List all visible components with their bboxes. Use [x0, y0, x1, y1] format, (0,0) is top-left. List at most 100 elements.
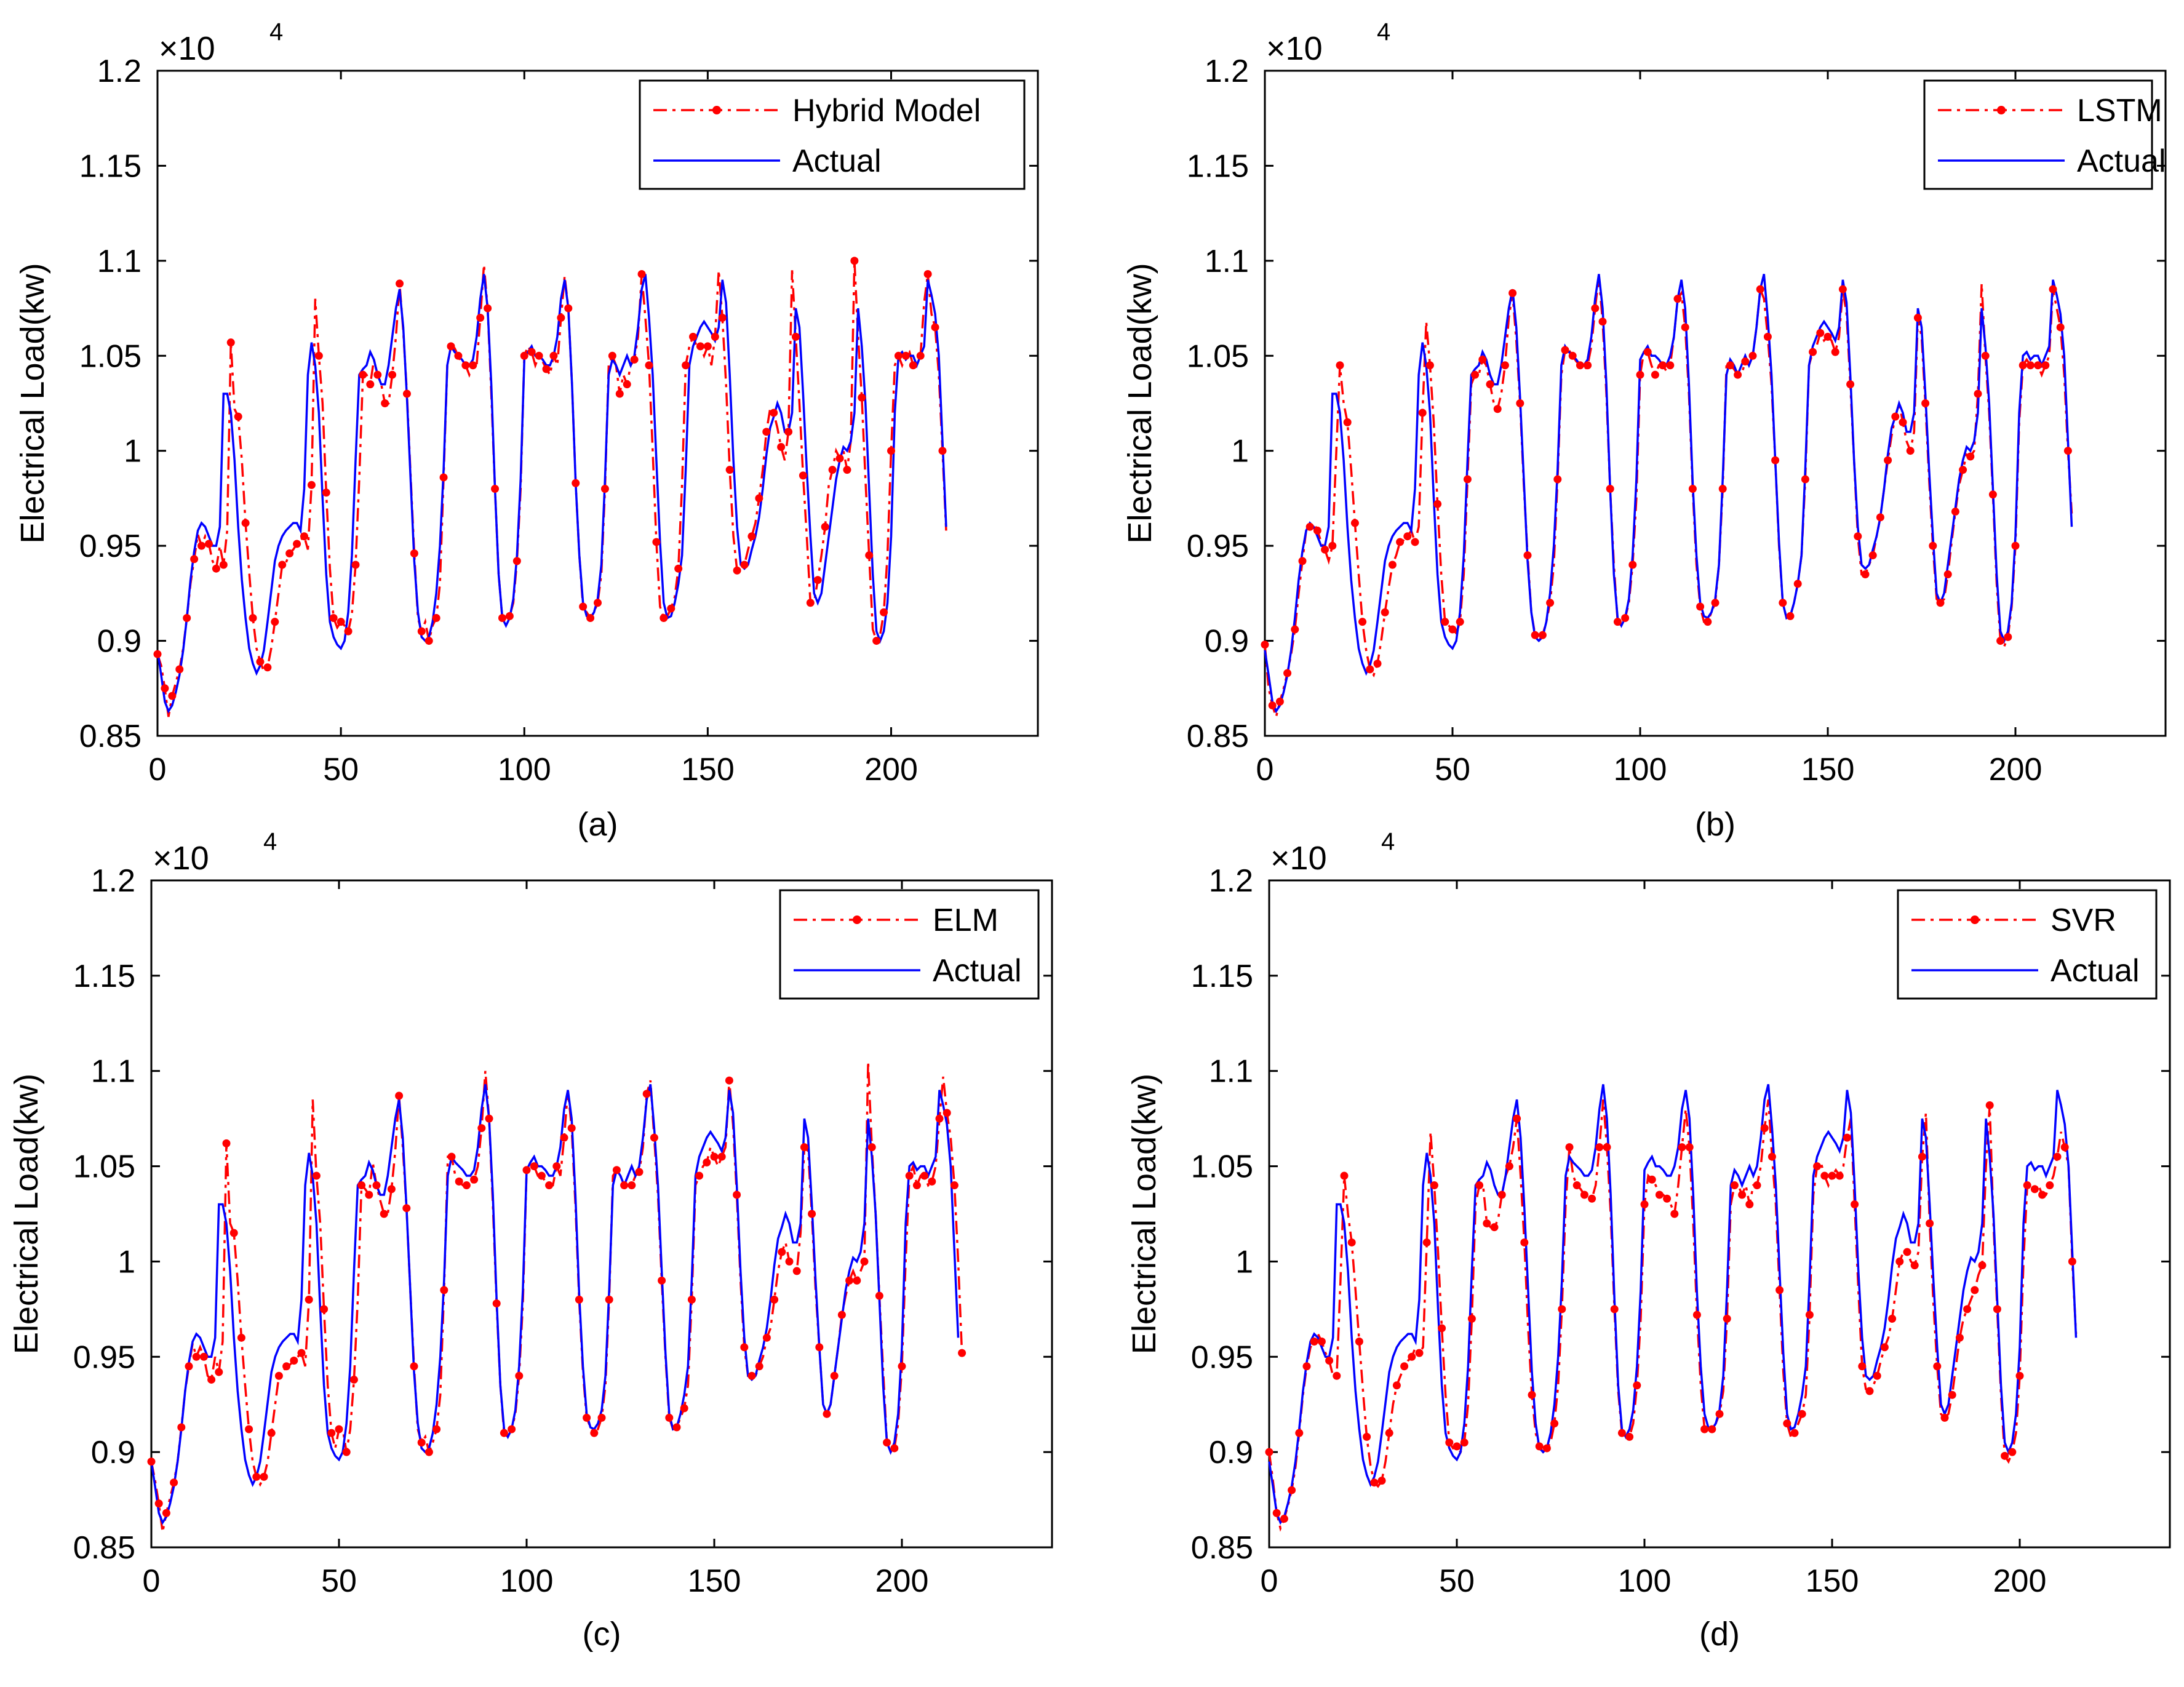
data-point-predicted [608, 351, 616, 360]
y-tick-label: 0.9 [97, 624, 141, 660]
data-point-predicted [1636, 370, 1644, 379]
data-point-predicted [278, 560, 287, 569]
data-point-predicted [1385, 1429, 1393, 1437]
data-point-predicted [147, 1458, 156, 1466]
data-point-predicted [267, 1429, 276, 1437]
data-point-predicted [432, 1425, 441, 1434]
data-point-predicted [1613, 618, 1622, 626]
legend-box [1923, 79, 2153, 190]
data-point-predicted [199, 1352, 208, 1361]
data-point-predicted [237, 1333, 245, 1342]
data-point-predicted [564, 304, 573, 313]
data-point-predicted [1659, 361, 1667, 370]
data-point-predicted [1688, 484, 1697, 493]
plot-area-frame [156, 70, 1039, 737]
series-line-actual [1264, 274, 2073, 714]
data-point-predicted [1763, 332, 1772, 341]
data-point-predicted [717, 1152, 726, 1161]
data-point-predicted [1673, 295, 1682, 303]
data-point-predicted [1981, 351, 1990, 360]
data-point-predicted [373, 370, 382, 379]
data-point-predicted [2001, 1451, 2009, 1460]
data-point-predicted [850, 257, 859, 265]
data-point-predicted [1486, 380, 1494, 389]
data-point-predicted [440, 1286, 448, 1294]
data-point-predicted [1760, 1124, 1769, 1133]
data-point-predicted [1988, 490, 1997, 499]
series-markers-predicted [147, 1076, 966, 1517]
data-point-predicted [1415, 1349, 1424, 1357]
data-point-predicted [865, 551, 874, 560]
data-point-predicted [1933, 1362, 1942, 1371]
data-point-predicted [628, 1181, 636, 1190]
data-point-predicted [943, 1109, 951, 1117]
legend-box [779, 889, 1040, 1000]
data-point-predicted [1381, 608, 1389, 616]
data-point-predicted [1951, 508, 1959, 516]
data-point-predicted [1422, 1238, 1431, 1246]
data-point-predicted [770, 1295, 779, 1304]
data-point-predicted [1851, 1200, 1859, 1209]
data-point-predicted [1535, 1442, 1544, 1451]
data-point-predicted [1913, 314, 1922, 322]
data-point-predicted [1617, 1429, 1626, 1437]
data-point-predicted [1430, 1181, 1438, 1190]
data-point-predicted [1854, 532, 1862, 541]
chart-panel-c: 0 50 100 150 200 0.85 0.9 0.95 1 1.05 1.1 1.15 1.2 ×1… [8, 828, 1053, 1653]
x-tick-label: 50 [1439, 1563, 1475, 1599]
data-point-predicted [1891, 412, 1900, 421]
data-point-predicted [207, 1375, 216, 1384]
data-point-predicted [1377, 1477, 1386, 1485]
data-point-predicted [909, 361, 917, 370]
data-point-predicted [821, 522, 829, 531]
data-point-predicted [522, 1166, 531, 1175]
data-point-predicted [1317, 1338, 1326, 1346]
data-point-predicted [1783, 1419, 1791, 1428]
data-point-predicted [1948, 1390, 1956, 1399]
data-point-predicted [1598, 317, 1607, 326]
data-point-predicted [1921, 399, 1930, 407]
data-point-predicted [1756, 285, 1764, 293]
data-point-predicted [1546, 599, 1555, 607]
data-point-predicted [484, 304, 492, 313]
data-point-predicted [170, 1478, 178, 1487]
panel-caption: (a) [578, 806, 618, 843]
data-point-predicted [2068, 1257, 2076, 1266]
legend-label-actual: Actual [2050, 953, 2140, 989]
data-point-predicted [1711, 599, 1720, 607]
data-point-predicted [520, 351, 528, 360]
data-point-predicted [1926, 1219, 1934, 1227]
data-point-predicted [229, 1229, 238, 1237]
data-point-predicted [1505, 1162, 1513, 1171]
data-point-predicted [1843, 1133, 1851, 1142]
data-point-predicted [642, 1090, 651, 1098]
y-exponent-power: 4 [269, 18, 283, 46]
data-point-predicted [1861, 570, 1870, 578]
data-point-predicted [843, 466, 851, 474]
legend-label-predicted: LSTM [2077, 93, 2162, 129]
data-point-predicted [153, 650, 162, 658]
data-point-predicted [1696, 602, 1705, 611]
data-point-predicted [1441, 618, 1449, 626]
y-tick-label: 0.85 [79, 719, 141, 754]
data-point-predicted [1899, 418, 1907, 426]
y-tick-label: 1.1 [97, 244, 141, 279]
data-point-predicted [1572, 1181, 1581, 1190]
legend-label-predicted: ELM [933, 903, 998, 938]
data-point-predicted [689, 332, 698, 341]
data-point-predicted [883, 1438, 891, 1447]
data-point-predicted [500, 1429, 508, 1437]
data-point-predicted [1343, 418, 1352, 426]
data-point-predicted [1775, 1286, 1784, 1294]
data-point-predicted [1838, 285, 1847, 293]
data-point-predicted [1513, 1114, 1521, 1123]
data-point-predicted [755, 1362, 763, 1371]
data-point-predicted [672, 1423, 681, 1432]
data-point-predicted [1640, 1200, 1649, 1209]
data-point-predicted [665, 1413, 674, 1422]
data-point-predicted [1261, 640, 1269, 649]
data-point-predicted [875, 1291, 883, 1300]
data-point-predicted [1558, 1305, 1566, 1314]
data-point-predicted [1272, 1509, 1281, 1517]
